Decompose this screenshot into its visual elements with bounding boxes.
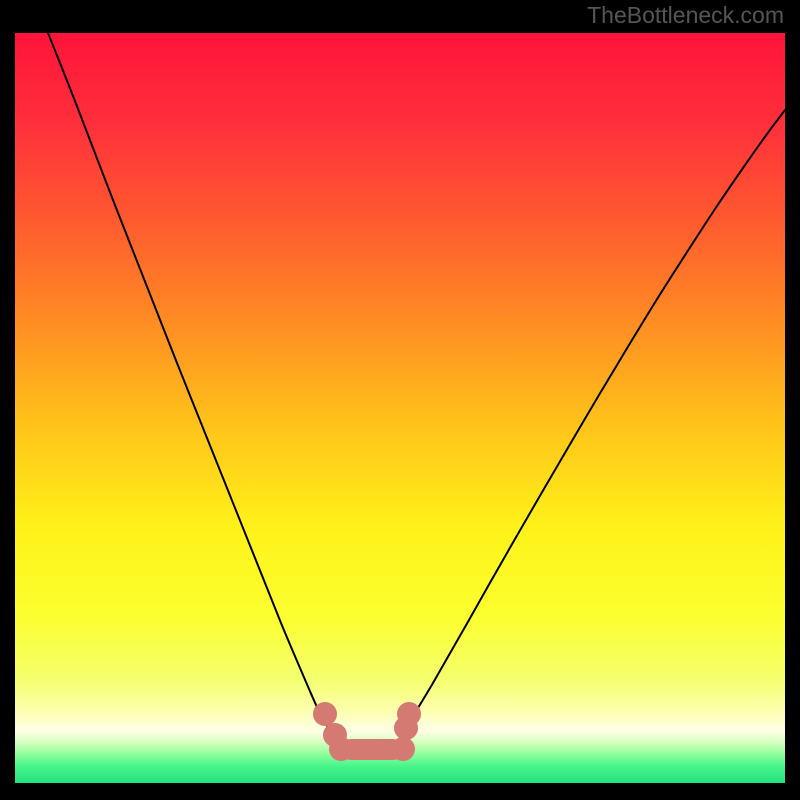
bottleneck-curve-chart bbox=[15, 33, 785, 783]
overlay-dot bbox=[397, 702, 421, 726]
overlay-dot bbox=[329, 737, 353, 761]
plot-frame bbox=[15, 33, 785, 783]
stage: TheBottleneck.com bbox=[0, 0, 800, 800]
watermark-text: TheBottleneck.com bbox=[587, 2, 784, 29]
overlay-dot bbox=[391, 737, 415, 761]
plot-background bbox=[15, 33, 785, 783]
overlay-dot bbox=[313, 702, 337, 726]
